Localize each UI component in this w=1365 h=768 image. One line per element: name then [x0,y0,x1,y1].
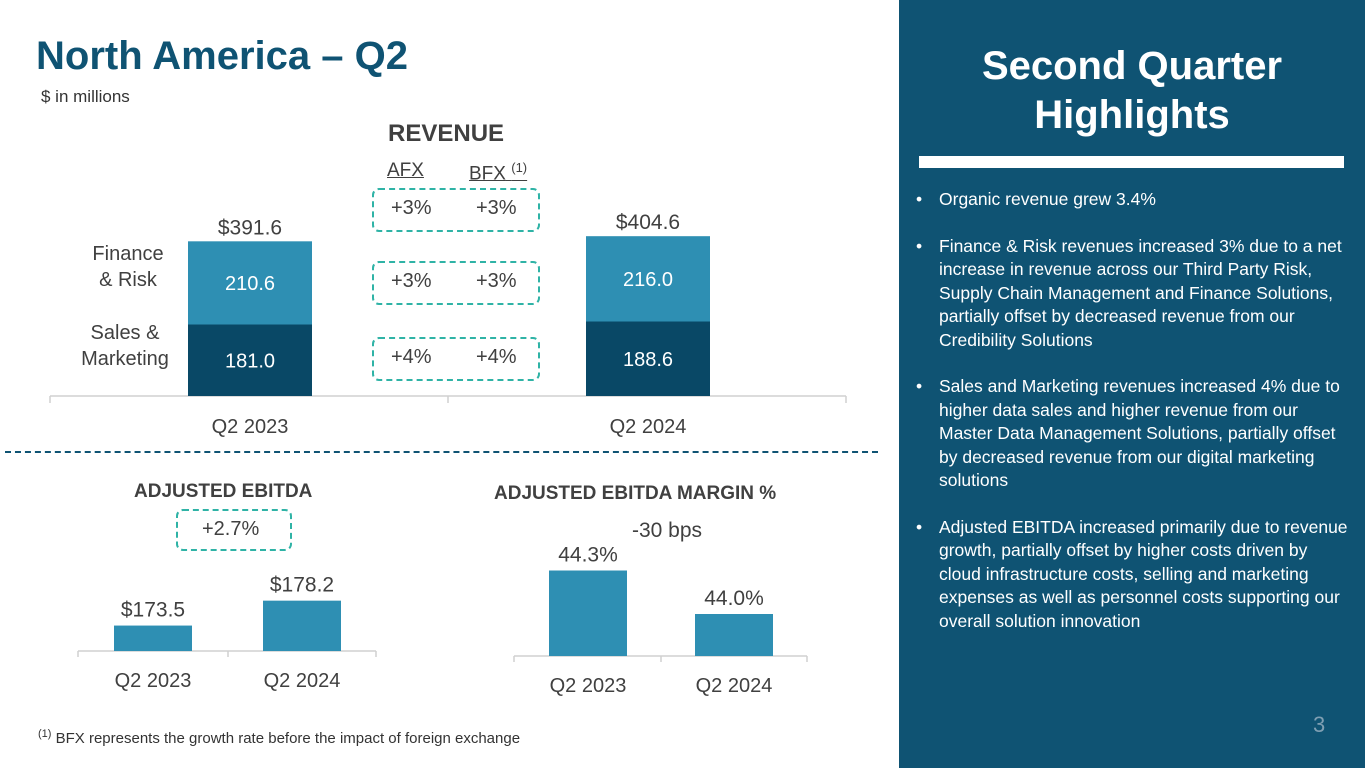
highlights-title: Second Quarter Highlights [981,44,1283,137]
margin-category-label: Q2 2023 [550,675,627,697]
margin-change: -30 bps [632,519,703,542]
ebitda-title: ADJUSTED EBITDA [134,481,313,502]
margin-chart: 44.3% Q2 2023 44.0% Q2 2024 [513,544,808,697]
ebitda-change-pill: +2.7% [176,509,292,551]
growth-pill-finance-risk: +3% +3% [372,261,540,305]
margin-category-label: Q2 2024 [696,675,773,697]
finance-bfx-change: +3% [476,270,517,292]
total-bfx-change: +3% [476,197,517,219]
highlight-item: Organic revenue grew 3.4% [916,188,1352,212]
revenue-segment-label: 216.0 [623,269,673,291]
total-afx-change: +3% [391,197,432,219]
footnote-marker: (1) [38,728,52,740]
growth-pill-sales-marketing: +4% +4% [372,337,540,381]
sales-marketing-row-label: Sales & Marketing [81,322,169,370]
revenue-category-label: Q2 2024 [610,416,687,438]
footnote-text: BFX represents the growth rate before th… [55,730,521,747]
highlights-rule [919,156,1344,168]
highlights-list: Organic revenue grew 3.4% Finance & Risk… [916,188,1352,656]
revenue-total-label: $391.6 [218,216,282,239]
ebitda-bar [263,600,341,651]
bfx-header-label: BFX [469,163,506,185]
ebitda-category-label: Q2 2023 [115,670,192,692]
bfx-footnote-marker: (1) [511,160,528,175]
ebitda-change: +2.7% [202,518,260,540]
charts-canvas: 181.0 210.6 $391.6 Q2 2023 188.6 216.0 $404.6 Q… [49,211,847,697]
finance-risk-row-label: Finance & Risk [92,243,164,291]
margin-title: ADJUSTED EBITDA MARGIN % [494,483,777,504]
highlight-item: Sales and Marketing revenues increased 4… [916,375,1352,493]
revenue-bar-finance-risk [586,236,710,322]
margin-bar [695,614,773,656]
ebitda-value-label: $178.2 [270,574,334,597]
bfx-header: BFX (1) [469,160,527,185]
margin-value-label: 44.3% [558,544,618,567]
revenue-segment-label: 210.6 [225,273,275,295]
revenue-bar-sales-marketing [586,321,710,396]
ebitda-value-label: $173.5 [121,599,185,622]
revenue-bar-sales-marketing [188,324,312,396]
revenue-total-label: $404.6 [616,211,680,234]
highlight-item: Finance & Risk revenues increased 3% due… [916,235,1352,353]
growth-pill-total: +3% +3% [372,188,540,232]
revenue-bar-finance-risk [188,241,312,325]
revenue-segment-label: 181.0 [225,350,275,372]
margin-value-label: 44.0% [704,587,764,610]
sales-afx-change: +4% [391,346,432,368]
units-note: $ in millions [41,87,130,106]
ebitda-bar [114,625,192,651]
revenue-chart: 181.0 210.6 $391.6 Q2 2023 188.6 216.0 $404.6 Q… [49,211,847,438]
margin-bar [549,570,627,656]
afx-header: AFX [387,160,424,181]
section-divider [5,451,878,453]
page-number: 3 [1313,712,1326,737]
revenue-category-label: Q2 2023 [212,416,289,438]
footnote: (1) BFX represents the growth rate befor… [38,728,520,747]
finance-afx-change: +3% [391,270,432,292]
ebitda-chart: $173.5 Q2 2023 $178.2 Q2 2024 [77,574,377,692]
ebitda-category-label: Q2 2024 [264,670,341,692]
sales-bfx-change: +4% [476,346,517,368]
revenue-segment-label: 188.6 [623,349,673,371]
highlight-item: Adjusted EBITDA increased primarily due … [916,516,1352,634]
page-title: North America – Q2 [36,34,408,78]
revenue-title: REVENUE [388,120,505,147]
